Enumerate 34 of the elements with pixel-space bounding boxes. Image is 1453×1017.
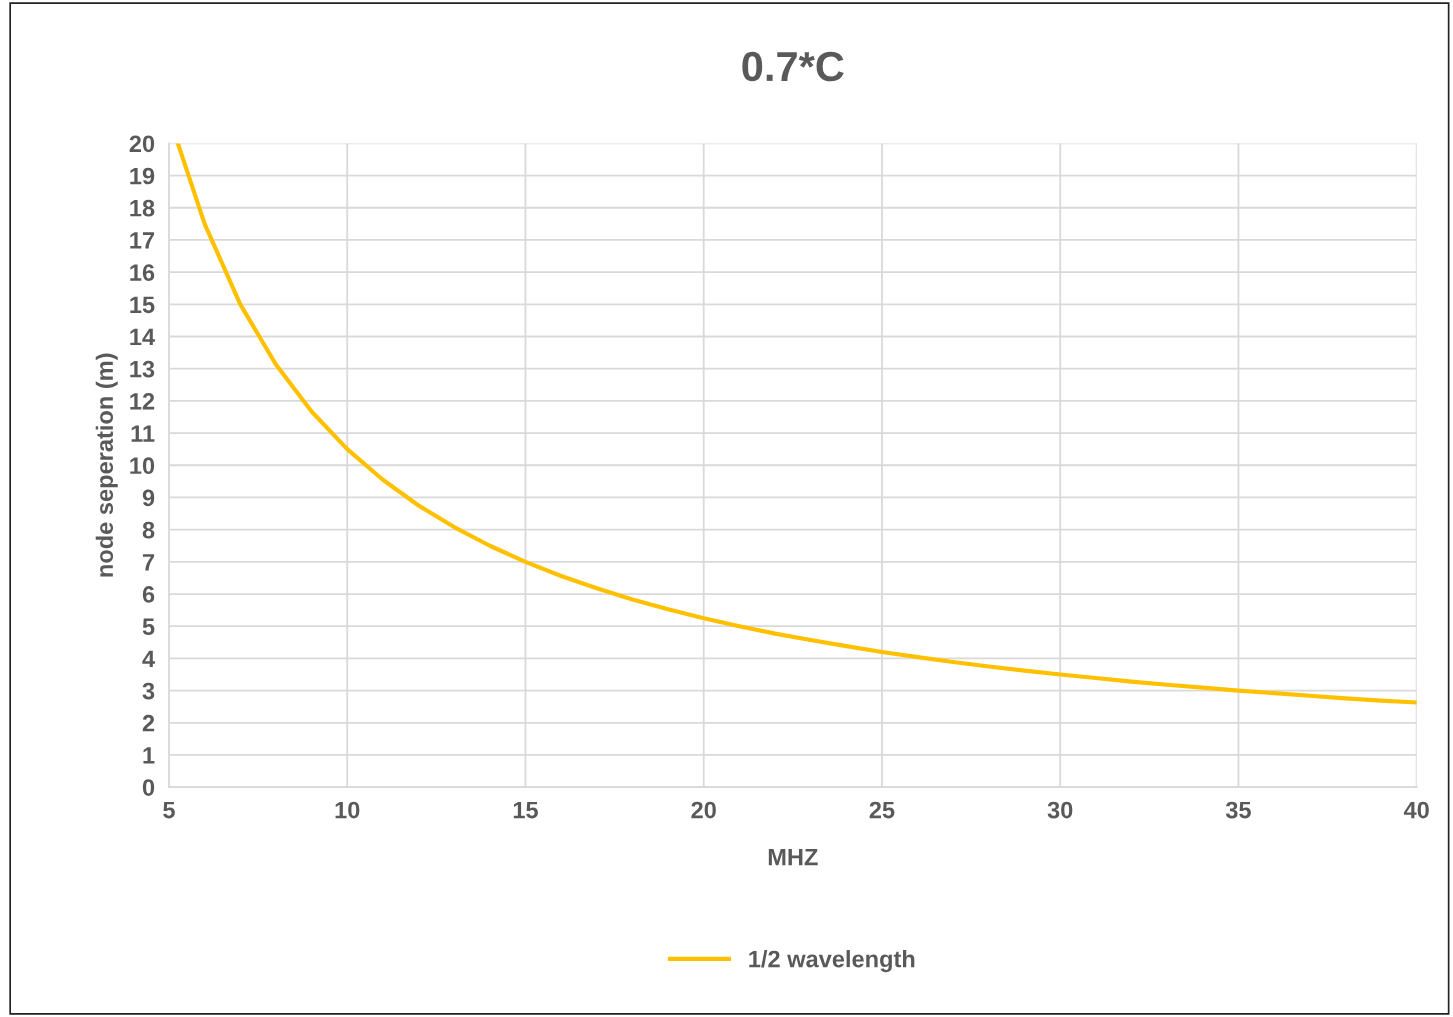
y-tick-label: 1 xyxy=(143,747,155,764)
y-tick-label: 6 xyxy=(142,586,155,603)
y-tick-label: 14 xyxy=(130,328,155,346)
y-tick-label: 7 xyxy=(142,554,155,571)
y-tick-label: 9 xyxy=(142,489,155,507)
y-tick-label: 5 xyxy=(142,618,155,636)
legend-label: 1/2 wavelength xyxy=(749,950,915,973)
x-tick-label: 25 xyxy=(869,801,895,819)
y-tick-label: 13 xyxy=(130,360,155,378)
y-tick-label: 15 xyxy=(130,296,155,314)
x-tick-label: 30 xyxy=(1047,801,1073,819)
x-tick-label: 20 xyxy=(691,801,716,819)
x-axis-title: MHZ xyxy=(768,848,818,866)
x-tick-label: 10 xyxy=(335,801,360,819)
x-tick-label: 35 xyxy=(1225,801,1251,819)
y-tick-label: 16 xyxy=(130,264,155,281)
y-tick-label: 3 xyxy=(142,682,155,700)
y-tick-label: 17 xyxy=(130,232,155,249)
x-tick-label: 15 xyxy=(513,801,538,819)
x-tick-label: 5 xyxy=(163,801,175,819)
y-axis-title: node seperation (m) xyxy=(95,353,118,577)
y-tick-label: 0 xyxy=(142,779,155,796)
y-tick-label: 18 xyxy=(130,199,155,217)
y-tick-label: 12 xyxy=(130,392,155,410)
y-tick-label: 4 xyxy=(142,650,155,667)
y-tick-label: 2 xyxy=(142,714,155,732)
y-tick-label: 8 xyxy=(142,521,155,539)
y-tick-label: 11 xyxy=(131,425,155,442)
y-tick-label: 10 xyxy=(130,457,155,475)
y-tick-label: 19 xyxy=(130,167,155,185)
y-tick-label: 20 xyxy=(129,135,155,153)
line-series xyxy=(175,143,1417,705)
chart-title: 0.7*C xyxy=(742,51,844,82)
x-tick-label: 40 xyxy=(1403,801,1429,819)
